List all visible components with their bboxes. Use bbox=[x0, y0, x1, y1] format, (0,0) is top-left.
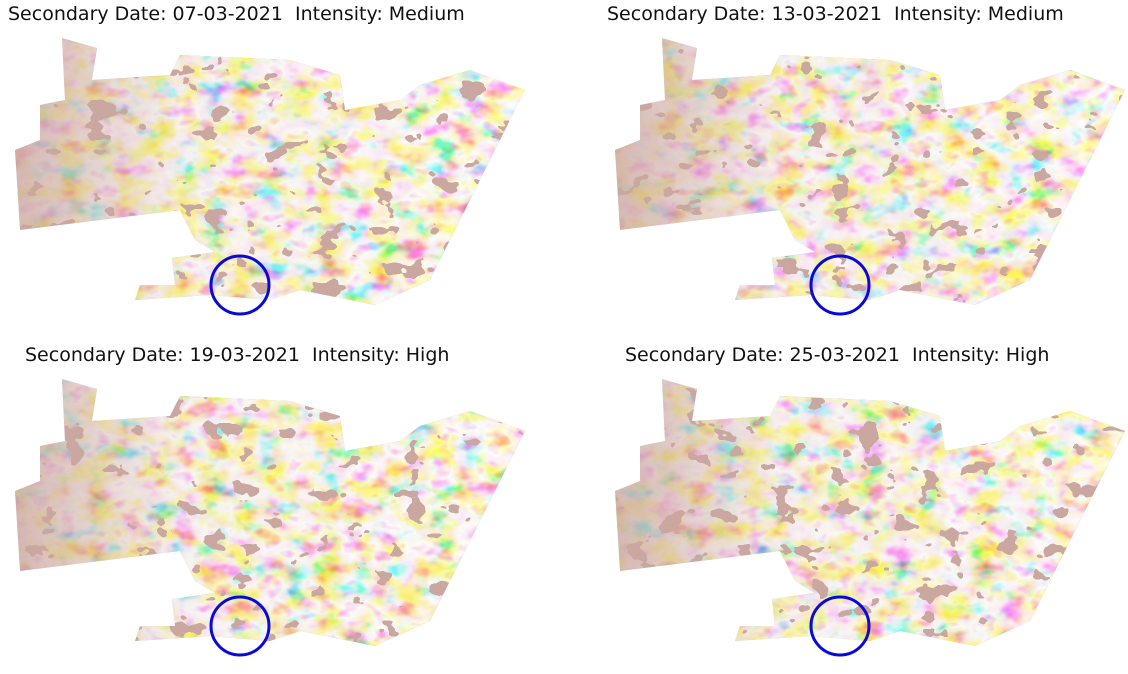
panel-title: Secondary Date: 25-03-2021 Intensity: Hi… bbox=[625, 343, 1049, 367]
interferogram bbox=[0, 0, 528, 333]
map-area bbox=[600, 0, 1128, 333]
panel-title: Secondary Date: 13-03-2021 Intensity: Me… bbox=[607, 2, 1064, 26]
map-area bbox=[600, 341, 1128, 674]
panel: Secondary Date: 19-03-2021 Intensity: Hi… bbox=[0, 341, 528, 674]
interferogram bbox=[600, 0, 1128, 333]
map-area bbox=[0, 341, 528, 674]
interferogram bbox=[0, 341, 528, 674]
map-area bbox=[0, 0, 528, 333]
panel: Secondary Date: 07-03-2021 Intensity: Me… bbox=[0, 0, 528, 333]
interferogram bbox=[600, 341, 1128, 674]
figure: Secondary Date: 07-03-2021 Intensity: Me… bbox=[0, 0, 1128, 666]
panel: Secondary Date: 25-03-2021 Intensity: Hi… bbox=[600, 341, 1128, 674]
panel-title: Secondary Date: 07-03-2021 Intensity: Me… bbox=[8, 2, 465, 26]
panel-title: Secondary Date: 19-03-2021 Intensity: Hi… bbox=[25, 343, 449, 367]
panel: Secondary Date: 13-03-2021 Intensity: Me… bbox=[600, 0, 1128, 333]
